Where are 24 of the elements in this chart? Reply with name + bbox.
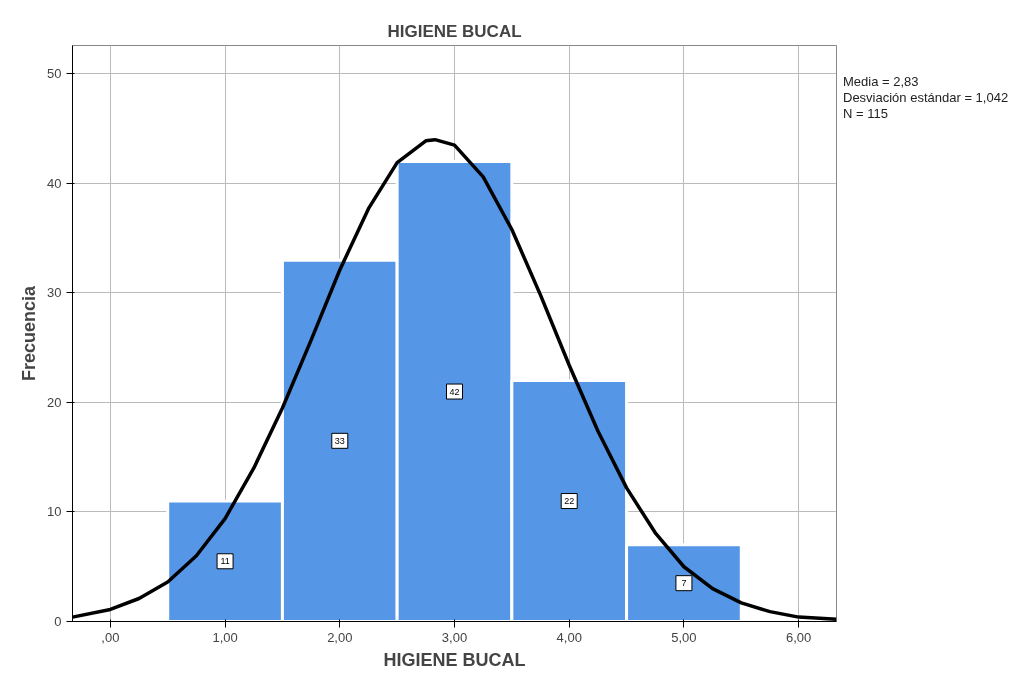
text: Desviación estándar = 1,042 (843, 90, 1009, 105)
y-tick-label: 40 (47, 175, 62, 191)
x-tick-label: 3,00 (441, 629, 468, 645)
x-tick-label: 2,00 (327, 629, 353, 645)
y-tick-label: 50 (47, 66, 62, 82)
y-tick-label: 0 (54, 614, 62, 629)
text: Media = 2,83 (843, 74, 919, 89)
x-tick-label: ,00 (101, 629, 120, 645)
x-tick-label: 1,00 (212, 629, 238, 645)
data-label: 7 (681, 578, 687, 589)
y-axis-title: Frecuencia (19, 284, 40, 382)
y-tick-label: 10 (47, 504, 62, 520)
data-label: 11 (220, 556, 230, 567)
x-tick-label: 4,00 (556, 629, 582, 645)
x-tick-label: 6,00 (785, 629, 812, 645)
x-tick-label: 5,00 (671, 629, 697, 645)
data-label: 42 (449, 386, 460, 397)
x-axis-title: HIGIENE BUCAL (383, 649, 526, 670)
y-tick-label: 30 (47, 285, 62, 301)
chart-title: HIGIENE BUCAL (387, 21, 522, 41)
data-label: 22 (564, 496, 575, 507)
y-tick-label: 20 (47, 394, 62, 410)
data-label: 33 (334, 435, 345, 446)
text: N = 115 (843, 106, 888, 121)
